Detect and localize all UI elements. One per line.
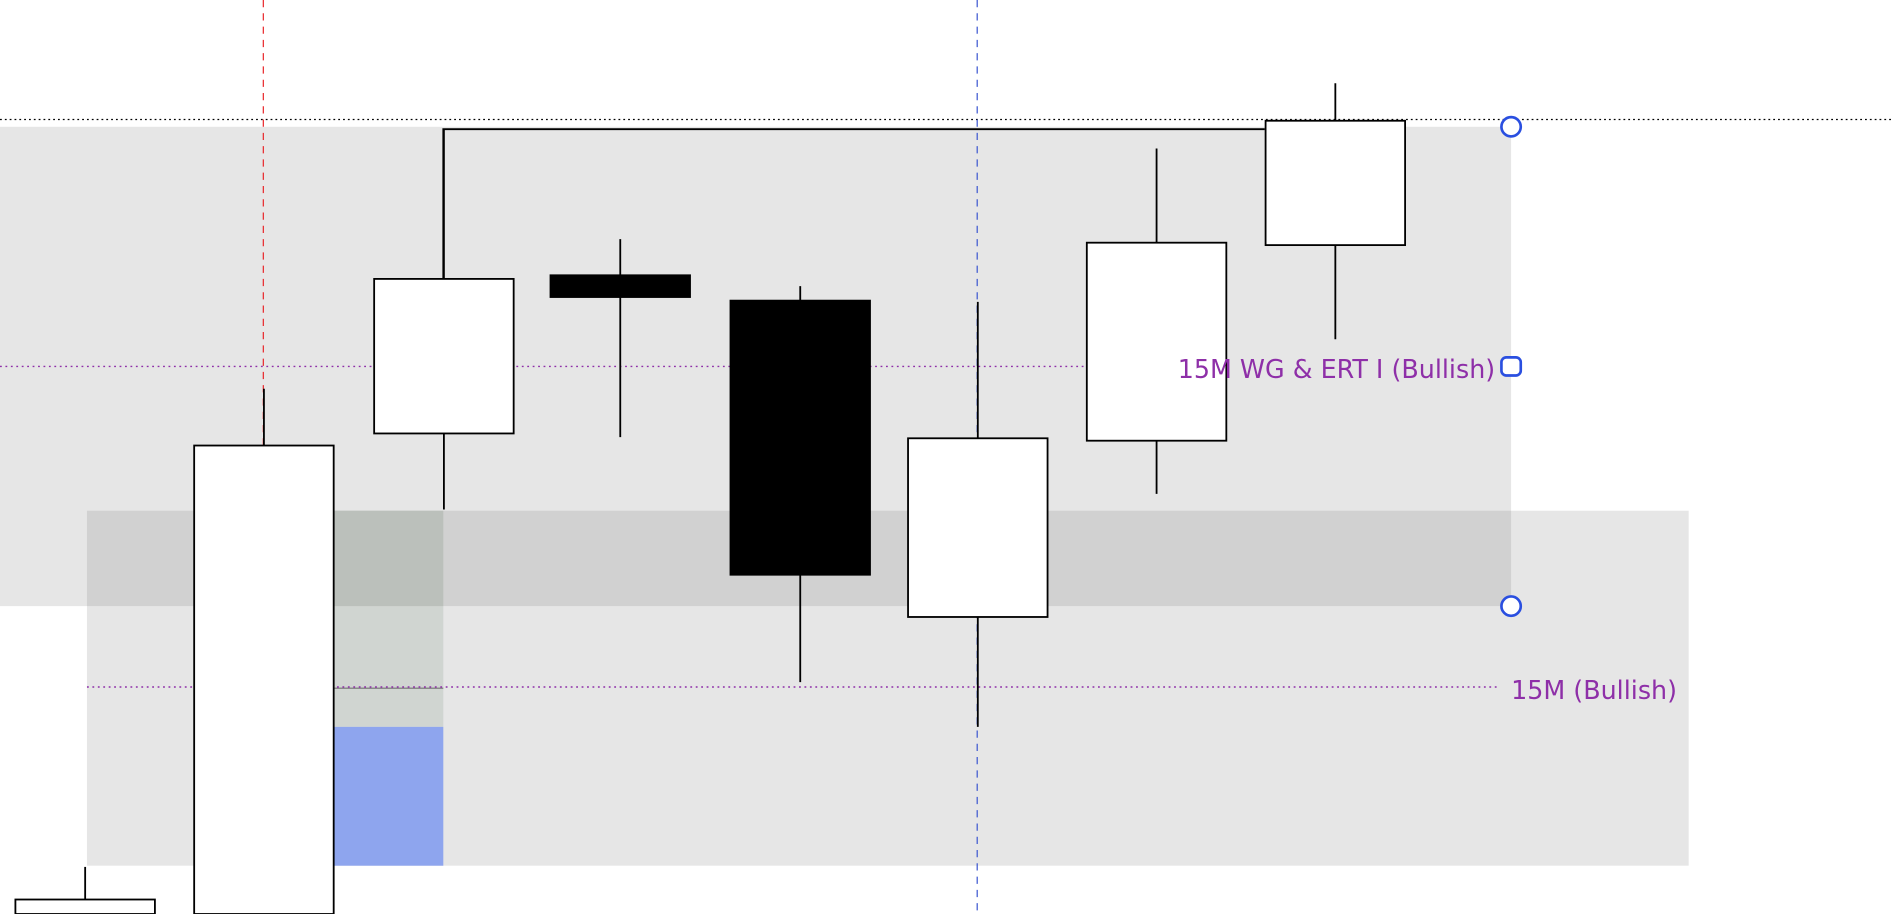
handles-layer[interactable] [1500, 115, 1523, 618]
zones-layer [0, 126, 1689, 866]
highlight-overlap [333, 510, 444, 607]
candle[interactable] [907, 301, 1049, 727]
candle-body [193, 444, 335, 914]
resize-handle-top[interactable] [1500, 115, 1523, 138]
candle[interactable] [14, 866, 156, 914]
candle-body [729, 299, 871, 576]
lower-zone-label: 15M (Bullish) [1511, 675, 1677, 705]
resize-handle-bottom[interactable] [1500, 595, 1523, 618]
candle[interactable] [549, 239, 691, 438]
candle-body [1264, 119, 1407, 247]
candle-body [14, 898, 156, 914]
candle-body [373, 278, 515, 435]
candle-body [1085, 241, 1228, 442]
candle[interactable] [193, 388, 335, 914]
upper-zone-label: 15M WG & ERT I (Bullish) [1178, 354, 1495, 384]
blue-zone [333, 726, 444, 866]
candles-layer [14, 83, 1407, 914]
candle-body [907, 437, 1049, 618]
candle[interactable] [1085, 148, 1228, 494]
candle[interactable] [729, 286, 871, 683]
candle[interactable] [373, 129, 515, 510]
move-handle-middle[interactable] [1500, 356, 1523, 377]
candle[interactable] [1264, 83, 1407, 340]
candle-body [549, 274, 691, 298]
